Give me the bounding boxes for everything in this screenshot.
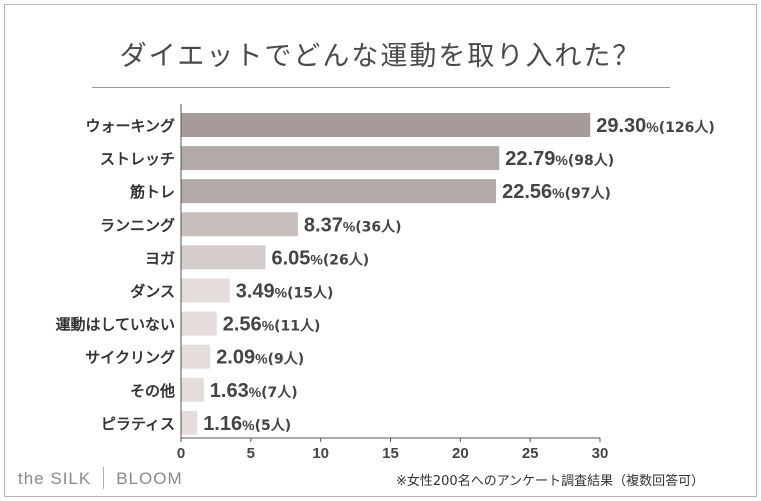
category-label: ストレッチ — [100, 150, 175, 168]
title-underline — [92, 87, 670, 88]
data-label: 8.37%(36人) — [304, 214, 402, 236]
bar-5 — [181, 278, 230, 303]
category-label: サイクリング — [85, 349, 175, 367]
chart-frame — [4, 4, 757, 497]
brand-name-right: BLOOM — [116, 469, 183, 488]
data-label: 1.63%(7人) — [210, 380, 298, 402]
data-label: 29.30%(126人) — [596, 115, 715, 137]
bar-6 — [181, 311, 217, 336]
data-label: 1.16%(5人) — [203, 413, 291, 435]
brand-name-left: the SILK — [18, 469, 92, 488]
data-label: 2.56%(11人) — [223, 314, 321, 336]
x-tick-label: 25 — [522, 445, 539, 462]
x-tick-label: 15 — [382, 445, 399, 462]
category-label: ヨガ — [145, 249, 175, 267]
x-tick-label: 5 — [247, 445, 255, 462]
brand-logo: the SILK BLOOM — [18, 467, 183, 489]
bar-9 — [181, 410, 198, 435]
data-label: 22.79%(98人) — [505, 148, 614, 170]
brand-divider — [103, 467, 105, 489]
bar-2 — [181, 179, 497, 204]
category-label: 筋トレ — [129, 183, 175, 201]
category-label: ダンス — [130, 283, 175, 301]
bar-7 — [181, 344, 211, 369]
category-label: ランニング — [100, 216, 175, 234]
survey-footnote: ※女性200名へのアンケート調査結果（複数回答可） — [396, 474, 705, 489]
bar-1 — [181, 146, 500, 171]
data-label: 22.56%(97人) — [502, 181, 611, 203]
chart-title: ダイエットでどんな運動を取り入れた？ — [119, 41, 642, 72]
category-label: 運動はしていない — [55, 316, 175, 334]
data-label: 6.05%(26人) — [271, 247, 369, 269]
x-tick-label: 10 — [312, 445, 329, 462]
bar-3 — [181, 212, 298, 237]
category-label: ピラティス — [101, 415, 175, 433]
data-label: 3.49%(15人) — [236, 281, 334, 303]
category-label: ウォーキング — [85, 117, 175, 135]
bar-8 — [181, 377, 204, 402]
x-tick-label: 0 — [177, 445, 185, 462]
x-tick-label: 20 — [452, 445, 469, 462]
bar-4 — [181, 245, 266, 270]
bar-0 — [181, 113, 591, 137]
x-tick-label: 30 — [592, 445, 609, 462]
data-label: 2.09%(9人) — [216, 347, 304, 369]
category-label: その他 — [130, 382, 175, 400]
